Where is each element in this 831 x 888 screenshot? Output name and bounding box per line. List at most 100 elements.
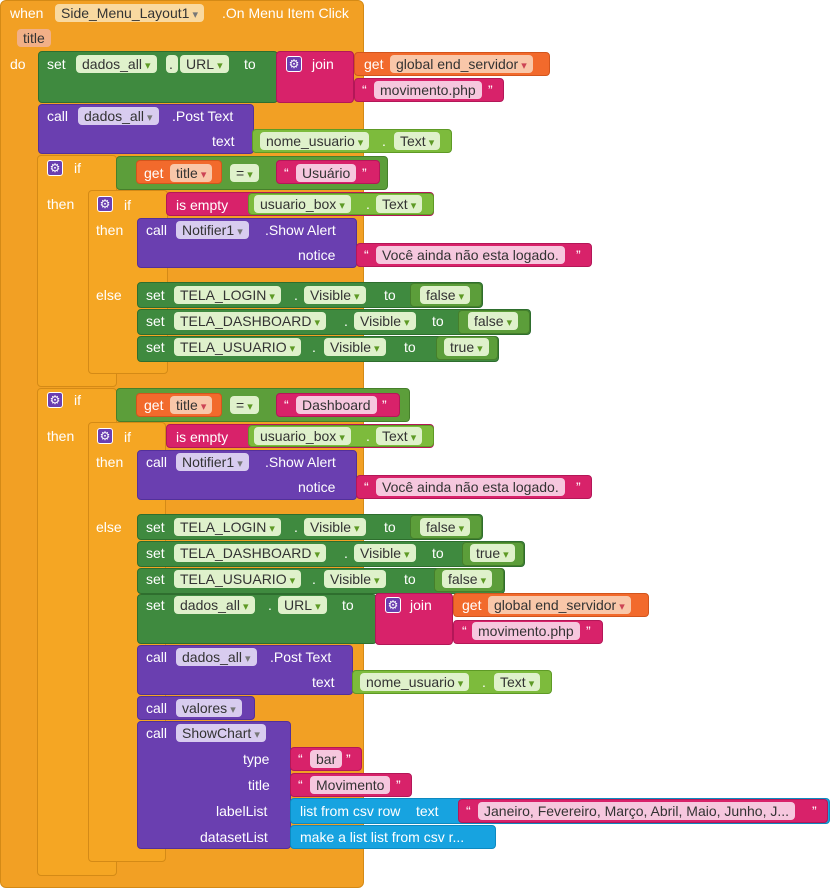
visible-prop-dropdown[interactable]: Visible [324, 338, 386, 356]
alert-message-string[interactable]: Você ainda não esta logado. [376, 478, 565, 496]
event-name: .On Menu Item Click [222, 5, 349, 21]
global-var-dropdown[interactable]: global end_servidor [488, 596, 631, 614]
make-list-label: make a list list from csv r... [300, 829, 465, 845]
text-prop-dropdown[interactable]: Text [494, 673, 541, 691]
tela-login-dropdown[interactable]: TELA_LOGIN [174, 286, 281, 304]
set-label: set [47, 56, 66, 72]
eq-dropdown[interactable]: = [230, 164, 259, 182]
tela-usuario-dropdown[interactable]: TELA_USUARIO [174, 570, 302, 588]
mutator-gear-icon[interactable]: ⚙ [97, 196, 113, 212]
then-label: then [96, 222, 124, 238]
nome-usuario-dropdown[interactable]: nome_usuario [260, 132, 370, 150]
mutator-gear-icon[interactable]: ⚙ [385, 597, 401, 613]
dados-all-dropdown[interactable]: dados_all [176, 648, 257, 666]
dot: . [366, 196, 370, 212]
false-dropdown[interactable]: false [420, 286, 471, 304]
false-dropdown[interactable]: false [468, 312, 519, 330]
tela-login-dropdown[interactable]: TELA_LOGIN [174, 518, 281, 536]
url-prop-dropdown[interactable]: URL [278, 596, 327, 614]
url-prop-dropdown[interactable]: URL [180, 55, 229, 73]
set-dados-url-block[interactable] [137, 594, 377, 644]
tela-dashboard-dropdown[interactable]: TELA_DASHBOARD [174, 544, 327, 562]
quote-close: ” [362, 165, 367, 181]
visible-prop-dropdown[interactable]: Visible [354, 544, 416, 562]
quote-open: “ [364, 247, 369, 263]
mutator-gear-icon[interactable]: ⚙ [47, 160, 63, 176]
if-label: if [74, 160, 81, 176]
call-posttext-block[interactable] [38, 104, 254, 154]
text-prop-dropdown[interactable]: Text [376, 427, 423, 445]
valores-dropdown[interactable]: valores [176, 699, 242, 717]
set-label: set [146, 287, 165, 303]
component-dropdown[interactable]: Side_Menu_Layout1 [55, 4, 205, 22]
dot: . [312, 571, 316, 587]
notifier-dropdown[interactable]: Notifier1 [176, 221, 249, 239]
text-prop-dropdown[interactable]: Text [394, 132, 441, 150]
nome-usuario-dropdown[interactable]: nome_usuario [360, 673, 470, 691]
to-label: to [384, 519, 396, 535]
visible-prop-dropdown[interactable]: Visible [304, 518, 366, 536]
show-alert-method: .Show Alert [265, 454, 336, 470]
to-label: to [404, 339, 416, 355]
quote-open: “ [298, 777, 303, 793]
mutator-gear-icon[interactable]: ⚙ [47, 392, 63, 408]
usuario-box-dropdown[interactable]: usuario_box [254, 195, 351, 213]
global-var-dropdown[interactable]: global end_servidor [390, 55, 533, 73]
alert-message-string[interactable]: Você ainda não esta logado. [376, 246, 565, 264]
labellist-arg-label: labelList [216, 803, 268, 819]
text-arg-label: text [312, 674, 335, 690]
visible-prop-dropdown[interactable]: Visible [304, 286, 366, 304]
true-dropdown[interactable]: true [444, 338, 489, 356]
dados-all-dropdown[interactable]: dados_all [78, 107, 159, 125]
dashboard-string[interactable]: Dashboard [296, 396, 377, 414]
mutator-gear-icon[interactable]: ⚙ [286, 56, 302, 72]
datasetlist-arg-label: datasetList [200, 829, 268, 845]
get-label: get [364, 56, 384, 72]
then-label: then [96, 454, 124, 470]
set-label: set [146, 339, 165, 355]
dot: . [344, 313, 348, 329]
make-list-block[interactable] [290, 825, 496, 849]
visible-prop-dropdown[interactable]: Visible [324, 570, 386, 588]
set-label: set [146, 597, 165, 613]
visible-prop-dropdown[interactable]: Visible [354, 312, 416, 330]
dados-all-dropdown[interactable]: dados_all [174, 596, 255, 614]
mutator-gear-icon[interactable]: ⚙ [97, 428, 113, 444]
if-label: if [74, 392, 81, 408]
movimento-php-string[interactable]: movimento.php [472, 622, 580, 640]
title-var-dropdown[interactable]: title [170, 164, 213, 182]
quote-open: “ [284, 397, 289, 413]
is-empty-label: is empty [176, 197, 229, 213]
bar-string[interactable]: bar [310, 750, 343, 768]
get-label: get [462, 597, 482, 613]
eq-dropdown[interactable]: = [230, 396, 259, 414]
is-empty-label: is empty [176, 429, 229, 445]
post-text-method: .Post Text [172, 108, 234, 124]
showchart-dropdown[interactable]: ShowChart [176, 724, 266, 742]
param-title[interactable]: title [17, 29, 51, 47]
notifier-dropdown[interactable]: Notifier1 [176, 453, 249, 471]
text-prop-dropdown[interactable]: Text [376, 195, 423, 213]
usuario-box-dropdown[interactable]: usuario_box [254, 427, 351, 445]
set-label: set [146, 519, 165, 535]
join-label: join [312, 56, 334, 72]
call-label: call [146, 725, 168, 741]
false-dropdown[interactable]: false [420, 518, 471, 536]
dot: . [344, 545, 348, 561]
tela-usuario-dropdown[interactable]: TELA_USUARIO [174, 338, 302, 356]
tela-dashboard-dropdown[interactable]: TELA_DASHBOARD [174, 312, 327, 330]
dot: . [382, 133, 386, 149]
months-string[interactable]: Janeiro, Fevereiro, Março, Abril, Maio, … [478, 802, 796, 820]
title-var-dropdown[interactable]: title [170, 396, 213, 414]
movimento-string[interactable]: Movimento [310, 776, 391, 794]
false-dropdown[interactable]: false [442, 570, 493, 588]
to-label: to [342, 597, 354, 613]
true-dropdown[interactable]: true [470, 544, 515, 562]
dados-all-dropdown[interactable]: dados_all [76, 55, 157, 73]
quote-close: ” [488, 82, 493, 98]
quote-close: ” [576, 479, 581, 495]
usuario-string[interactable]: Usuário [296, 164, 357, 182]
movimento-php-string[interactable]: movimento.php [374, 81, 482, 99]
call-showchart-block[interactable] [137, 721, 291, 849]
set-dados-url-block[interactable] [38, 51, 278, 103]
